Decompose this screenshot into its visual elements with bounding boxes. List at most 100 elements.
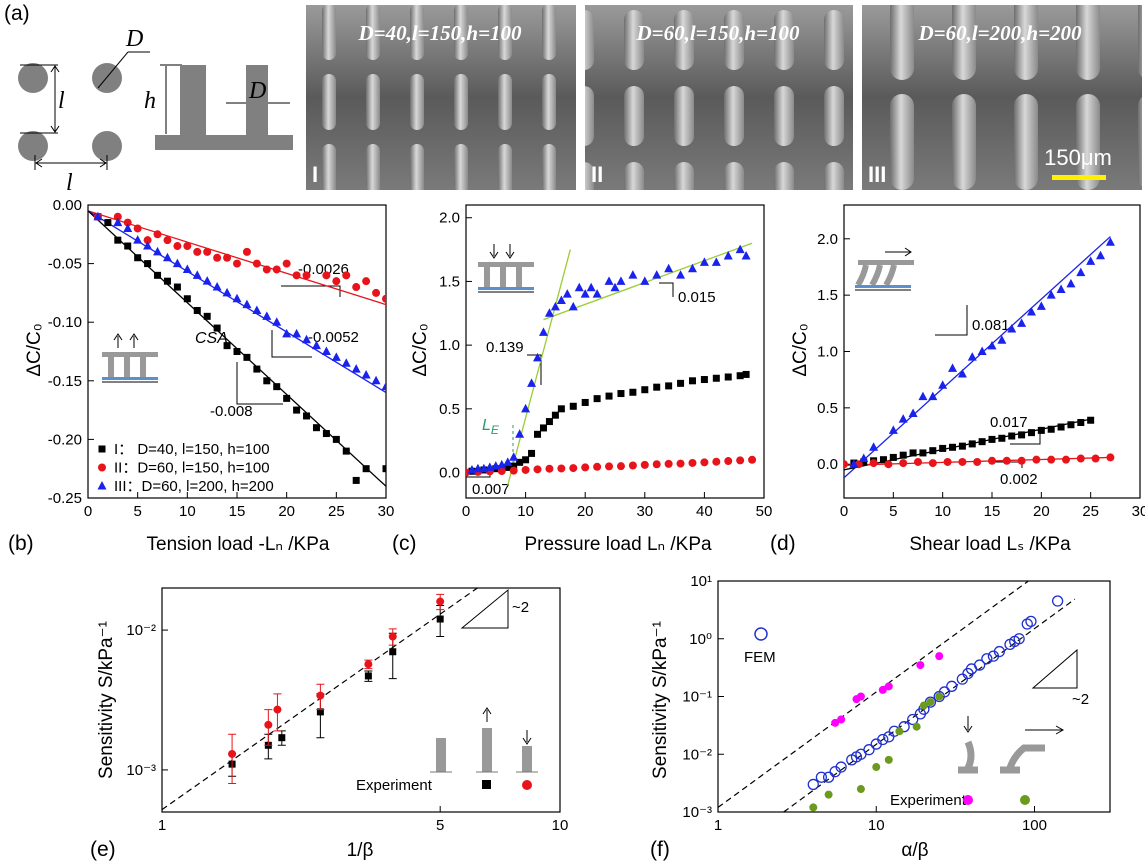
annotation: Experiment <box>356 777 433 794</box>
data-point <box>528 449 536 457</box>
y-tick-label: 10⁻³ <box>126 762 156 779</box>
data-point <box>342 447 350 455</box>
data-point <box>973 457 982 466</box>
data-point <box>1032 455 1041 464</box>
data-point <box>928 391 938 401</box>
data-point <box>352 476 360 484</box>
data-point <box>332 277 341 286</box>
data-point <box>869 459 878 468</box>
data-point <box>898 721 910 733</box>
data-point <box>1066 278 1076 288</box>
image-numeral: I <box>312 162 318 187</box>
data-point <box>341 358 351 367</box>
data-point <box>939 444 947 452</box>
annotation: 0.139 <box>486 339 524 356</box>
data-point <box>831 718 840 727</box>
data-point <box>351 364 361 373</box>
dimension-label: h <box>144 88 156 114</box>
panel-label: (a) <box>4 2 30 25</box>
slope-brackets <box>236 282 1078 689</box>
icon-label: CSA <box>195 330 228 347</box>
data-point <box>1036 301 1046 310</box>
data-point <box>303 412 311 420</box>
data-point <box>889 453 897 461</box>
data-point <box>1077 418 1085 426</box>
data-point <box>884 682 893 691</box>
y-tick-label: 10⁻³ <box>682 804 712 821</box>
data-point <box>98 445 106 453</box>
data-point <box>533 465 542 474</box>
scale-bar <box>1052 175 1106 180</box>
data-point <box>143 241 153 250</box>
panel-label: (c) <box>392 532 417 555</box>
data-point <box>1002 456 1011 465</box>
annotation: 0.007 <box>472 481 510 498</box>
y-tick-label: -0.10 <box>48 314 82 331</box>
data-point <box>665 382 673 390</box>
marker-label-main: L <box>482 417 491 434</box>
data-point <box>1096 250 1106 260</box>
data-point <box>436 597 445 606</box>
sem-image <box>585 5 853 190</box>
y-axis-label: ΔC/C₀ <box>410 323 431 376</box>
legend-marker <box>1020 795 1030 805</box>
data-point <box>616 276 626 285</box>
data-point <box>580 289 590 298</box>
data-point <box>233 348 241 355</box>
x-tick-label: 30 <box>1132 503 1145 520</box>
data-point <box>253 365 261 373</box>
panel-label: (d) <box>770 532 796 555</box>
annotation: 0.002 <box>1000 471 1038 488</box>
data-point <box>311 340 321 350</box>
data-point <box>748 455 757 464</box>
data-point <box>228 749 237 758</box>
data-point <box>998 434 1006 442</box>
data-point <box>242 247 251 256</box>
data-point <box>735 244 745 254</box>
panel-label: (f) <box>650 838 670 861</box>
x-tick-label: 15 <box>984 503 1001 520</box>
data-point <box>557 464 566 473</box>
data-point <box>292 328 302 338</box>
y-tick-label: 1.5 <box>439 273 460 290</box>
data-point <box>173 242 182 251</box>
y-tick-label: 2.0 <box>817 231 838 248</box>
y-axis-label: ΔC/C₀ <box>790 323 811 376</box>
data-point <box>1106 453 1115 462</box>
data-point <box>273 383 281 391</box>
data-point <box>545 464 554 473</box>
data-point <box>527 378 537 387</box>
data-point <box>113 217 123 227</box>
data-point <box>212 282 222 291</box>
marker-label-sub: E <box>491 423 500 437</box>
data-point <box>929 447 937 455</box>
data-point <box>993 645 1006 658</box>
data-point <box>262 265 271 274</box>
data-point <box>382 294 386 303</box>
image-caption: D=60,l=200,h=200 <box>917 21 1082 45</box>
data-point <box>312 424 320 432</box>
data-point <box>909 449 917 457</box>
data-point <box>723 250 733 260</box>
y-tick-label: 0.0 <box>439 465 460 482</box>
data-point <box>835 761 847 773</box>
data-point <box>837 715 846 724</box>
data-point <box>569 464 578 473</box>
data-point <box>652 460 661 469</box>
data-point <box>1018 431 1026 439</box>
data-point <box>640 460 649 469</box>
data-point <box>907 713 919 726</box>
data-point <box>322 430 330 438</box>
data-point <box>581 463 590 472</box>
x-tick-label: 0 <box>84 503 92 520</box>
data-point <box>988 435 996 443</box>
data-point <box>878 685 887 694</box>
data-point <box>515 429 525 438</box>
y-tick-label: 1.0 <box>439 337 460 354</box>
data-point <box>193 306 201 314</box>
annotation: -0.0026 <box>298 261 349 278</box>
data-point <box>278 734 286 742</box>
data-point <box>382 465 386 473</box>
data-point <box>899 459 908 468</box>
